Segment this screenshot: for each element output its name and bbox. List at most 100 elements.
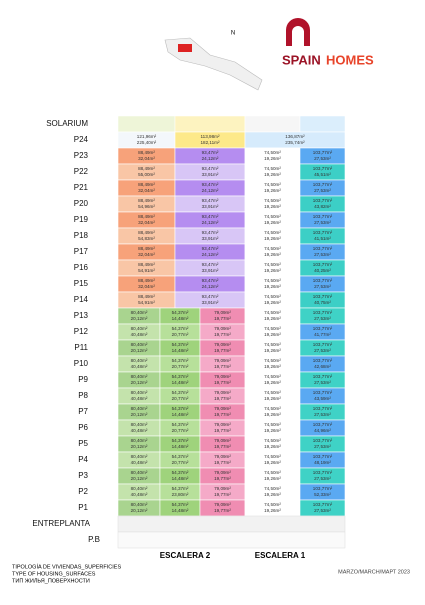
solarium-cell — [174, 115, 246, 133]
unit-area: 79,09m² — [214, 390, 231, 395]
unit-area: 80,40m² — [131, 406, 148, 411]
unit-area: 80,40m² — [131, 438, 148, 443]
unit-area: 80,40m² — [131, 326, 148, 331]
unit-terrace: 27,53m² — [314, 476, 331, 481]
unit-terrace: 19,77m² — [214, 412, 231, 417]
floor-label: P8 — [78, 391, 88, 400]
unit-terrace: 19,26m² — [264, 220, 281, 225]
unit-area: 74,50m² — [264, 150, 281, 155]
unit-terrace: 32,04m² — [138, 252, 155, 257]
floor-label: P21 — [74, 183, 89, 192]
unit-terrace: 27,53m² — [314, 412, 331, 417]
unit-area: 54,37m² — [172, 422, 189, 427]
unit-terrace: 19,77m² — [214, 476, 231, 481]
unit-area: 74,50m² — [264, 502, 281, 507]
unit-terrace: 19,26m² — [264, 300, 281, 305]
unit-terrace: 42,68m² — [314, 364, 331, 369]
unit-area: 54,37m² — [172, 358, 189, 363]
unit-area: 103,77m² — [313, 310, 333, 315]
unit-area: 103,77m² — [313, 438, 333, 443]
floor-label: P7 — [78, 407, 88, 416]
unit-area: 74,50m² — [264, 470, 281, 475]
unit-area: 74,50m² — [264, 182, 281, 187]
unit-area: 88,49m² — [138, 182, 155, 187]
unit-terrace: 54,91m² — [138, 268, 155, 273]
unit-area: 103,77m² — [313, 166, 333, 171]
unit-terrace: 14,48m² — [172, 444, 189, 449]
unit-area: 88,49m² — [138, 230, 155, 235]
unit-area: 103,77m² — [313, 294, 333, 299]
unit-terrace: 24,12m² — [202, 188, 219, 193]
floor-label: P6 — [78, 423, 88, 432]
unit-terrace: 14,48m² — [172, 476, 189, 481]
unit-terrace: 44,96m² — [314, 428, 331, 433]
unit-area: 79,09m² — [214, 438, 231, 443]
unit-area: 113,98m² — [200, 134, 220, 139]
unit-area: 80,40m² — [131, 502, 148, 507]
unit-area: 79,09m² — [214, 342, 231, 347]
unit-terrace: 48,19m² — [314, 460, 331, 465]
unit-area: 74,50m² — [264, 406, 281, 411]
unit-terrace: 19,26m² — [264, 460, 281, 465]
unit-terrace: 19,26m² — [264, 252, 281, 257]
unit-area: 54,37m² — [172, 342, 189, 347]
unit-area: 54,37m² — [172, 374, 189, 379]
unit-area: 88,49m² — [138, 278, 155, 283]
unit-terrace: 20,12m² — [131, 508, 148, 513]
floor-label: P14 — [74, 295, 89, 304]
unit-terrace: 24,12m² — [202, 252, 219, 257]
floor-label: P11 — [74, 343, 88, 352]
unit-area: 103,77m² — [313, 470, 333, 475]
unit-area: 93,47m² — [202, 294, 219, 299]
unit-area: 74,50m² — [264, 166, 281, 171]
floor-label: P3 — [78, 471, 88, 480]
unit-area: 79,09m² — [214, 310, 231, 315]
unit-terrace: 24,12m² — [202, 220, 219, 225]
floor-label: P.B — [88, 535, 100, 544]
unit-terrace: 19,26m² — [264, 316, 281, 321]
unit-terrace: 19,26m² — [264, 332, 281, 337]
unit-area: 93,47m² — [202, 198, 219, 203]
unit-terrace: 19,26m² — [264, 172, 281, 177]
floor-label: P17 — [74, 247, 89, 256]
unit-area: 79,09m² — [214, 454, 231, 459]
unit-area: 79,09m² — [214, 470, 231, 475]
unit-terrace: 20,12m² — [131, 476, 148, 481]
unit-terrace: 32,04m² — [138, 188, 155, 193]
unit-terrace: 19,26m² — [264, 364, 281, 369]
unit-terrace: 32,04m² — [138, 156, 155, 161]
stair-label: ESCALERA 2 — [160, 551, 211, 560]
floor-label: P20 — [74, 199, 89, 208]
unit-area: 74,50m² — [264, 374, 281, 379]
unit-terrace: 23,80m² — [172, 492, 189, 497]
ground-band — [117, 531, 346, 549]
unit-terrace: 19,26m² — [264, 492, 281, 497]
unit-terrace: 19,77m² — [214, 492, 231, 497]
solarium-cell — [117, 115, 176, 133]
unit-terrace: 40,75m² — [314, 300, 331, 305]
unit-terrace: 19,77m² — [214, 332, 231, 337]
unit-terrace: 54,83m² — [138, 236, 155, 241]
unit-terrace: 19,77m² — [214, 508, 231, 513]
unit-terrace: 19,26m² — [264, 476, 281, 481]
unit-area: 54,37m² — [172, 486, 189, 491]
north: N — [231, 31, 235, 37]
unit-area: 103,77m² — [313, 390, 333, 395]
unit-terrace: 40,48m² — [131, 332, 148, 337]
unit-terrace: 40,48m² — [131, 396, 148, 401]
unit-terrace: 14,48m² — [172, 316, 189, 321]
unit-area: 93,47m² — [202, 182, 219, 187]
unit-area: 74,50m² — [264, 262, 281, 267]
unit-area: 80,40m² — [131, 358, 148, 363]
unit-area: 93,47m² — [202, 166, 219, 171]
floor-label: P23 — [74, 151, 89, 160]
unit-terrace: 43,59m² — [314, 396, 331, 401]
unit-area: 80,40m² — [131, 342, 148, 347]
unit-area: 88,49m² — [138, 198, 155, 203]
unit-area: 80,40m² — [131, 486, 148, 491]
unit-area: 74,50m² — [264, 214, 281, 219]
unit-area: 103,77m² — [313, 230, 333, 235]
unit-area: 136,87m² — [285, 134, 305, 139]
